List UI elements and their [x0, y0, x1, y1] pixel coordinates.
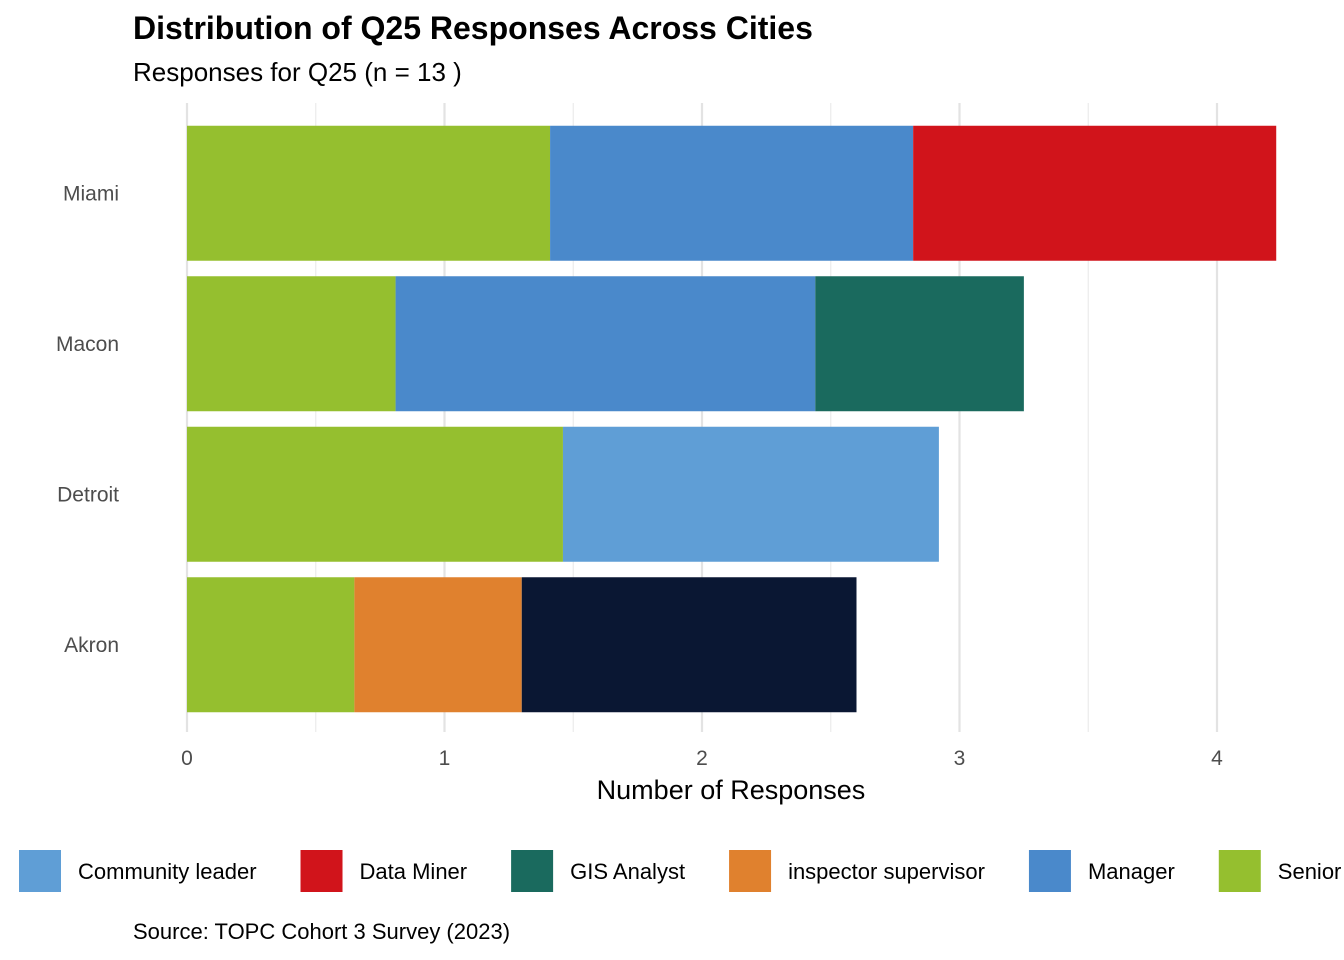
legend-label: Manager — [1088, 859, 1175, 884]
x-tick-label: 1 — [439, 747, 451, 770]
x-tick-label: 3 — [954, 747, 966, 770]
chart-caption: Source: TOPC Cohort 3 Survey (2023) — [133, 919, 511, 944]
legend-key — [729, 850, 772, 892]
bars — [187, 125, 1277, 713]
bar-segment — [354, 577, 522, 713]
chart-subtitle: Responses for Q25 (n = 13 ) — [133, 57, 462, 87]
bar-segment — [187, 125, 551, 261]
x-tick-label: 0 — [181, 747, 193, 770]
bar-segment — [815, 276, 1024, 412]
x-tick-label: 2 — [696, 747, 708, 770]
bar-segment — [521, 577, 857, 713]
bar-segment — [395, 276, 816, 412]
legend-label: inspector supervisor — [788, 859, 985, 884]
legend-key — [511, 850, 554, 892]
bar-segment — [187, 577, 355, 713]
y-tick-label: Miami — [63, 182, 119, 205]
legend-label: Senior official — [1278, 859, 1344, 884]
legend-key — [300, 850, 343, 892]
legend-key — [1028, 850, 1071, 892]
legend-key — [19, 850, 61, 892]
y-tick-label: Akron — [64, 634, 119, 657]
y-tick-label: Macon — [56, 333, 119, 356]
bar-segment — [187, 276, 396, 412]
y-tick-labels: Akron Detroit Macon Miami — [56, 182, 119, 657]
bar-segment — [562, 426, 939, 562]
bar-segment — [550, 125, 914, 261]
legend-label: Community leader — [78, 859, 257, 884]
x-tick-label: 4 — [1211, 747, 1223, 770]
bar-segment — [187, 426, 563, 562]
x-axis-title: Number of Responses — [597, 775, 866, 805]
y-tick-label: Detroit — [57, 483, 119, 506]
legend-key — [1218, 850, 1261, 892]
legend-label: GIS Analyst — [570, 859, 685, 884]
chart-title: Distribution of Q25 Responses Across Cit… — [133, 10, 813, 46]
bar-segment — [913, 125, 1277, 261]
legend: Community leader Data Miner GIS Analyst ins… — [19, 850, 1344, 892]
x-tick-labels: 0 1 2 3 4 — [181, 747, 1223, 770]
legend-label: Data Miner — [360, 859, 468, 884]
